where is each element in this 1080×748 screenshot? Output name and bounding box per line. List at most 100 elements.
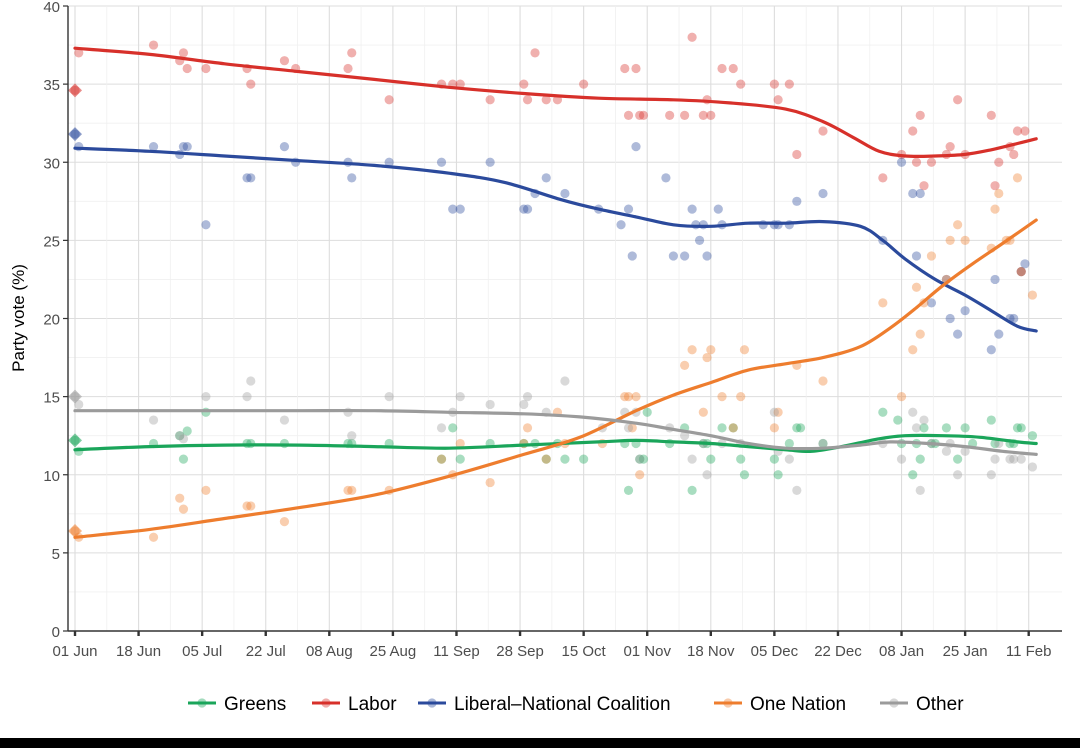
data-point: [792, 423, 802, 433]
data-point: [687, 204, 697, 214]
data-point: [455, 438, 465, 449]
data-point: [792, 149, 802, 160]
data-point: [915, 188, 925, 199]
data-point: [784, 454, 794, 464]
x-tick-label: 08 Jan: [879, 643, 924, 660]
data-point: [953, 470, 963, 480]
legend-item: Greens: [188, 694, 286, 715]
legend-label: One Nation: [750, 694, 846, 715]
data-point: [347, 173, 357, 183]
x-tick-label: 01 Nov: [623, 643, 671, 660]
legend-key-point: [427, 698, 437, 708]
trend-line: [73, 46, 1038, 159]
data-point: [1012, 126, 1023, 136]
start-marker: [68, 524, 82, 538]
data-point: [485, 477, 495, 488]
y-tick-label: 35: [43, 77, 60, 94]
data-point: [698, 407, 708, 417]
data-point: [919, 181, 929, 191]
data-point: [945, 142, 955, 152]
data-point: [680, 251, 690, 261]
data-point: [795, 423, 806, 433]
y-axis-title: Party vote (%): [9, 264, 28, 372]
data-point: [631, 392, 641, 402]
data-point: [702, 251, 712, 261]
data-point: [893, 415, 903, 425]
legend-item: One Nation: [714, 694, 846, 715]
data-point: [623, 485, 634, 495]
data-point: [178, 454, 189, 464]
data-point: [436, 454, 447, 464]
data-point: [623, 204, 634, 214]
data-point: [148, 40, 159, 50]
data-point: [541, 95, 551, 105]
data-point: [347, 431, 357, 441]
data-point: [994, 329, 1004, 339]
data-point: [242, 173, 252, 183]
data-point: [175, 431, 185, 441]
data-point: [579, 454, 589, 464]
data-point: [455, 79, 465, 89]
data-point: [448, 204, 458, 214]
data-point: [519, 79, 529, 89]
x-tick-label: 05 Dec: [751, 643, 799, 660]
data-point: [986, 110, 996, 120]
data-point: [784, 79, 794, 89]
data-point: [541, 454, 551, 464]
data-point: [1009, 454, 1019, 464]
data-point: [911, 423, 922, 433]
data-point: [182, 63, 192, 74]
data-point: [908, 407, 918, 417]
data-point: [182, 142, 192, 152]
data-point: [728, 423, 738, 433]
data-point: [1016, 423, 1026, 433]
data-point: [436, 454, 447, 464]
data-point: [642, 407, 652, 417]
data-point: [960, 446, 970, 456]
x-tick-label: 25 Jan: [943, 643, 988, 660]
data-point: [246, 79, 256, 89]
data-point: [945, 235, 955, 245]
data-point: [485, 157, 495, 167]
data-point: [896, 392, 907, 402]
data-point: [769, 407, 779, 417]
data-point: [638, 454, 649, 464]
data-point: [620, 392, 630, 402]
data-point: [986, 415, 996, 425]
data-point: [994, 157, 1004, 167]
data-point: [926, 157, 937, 167]
data-point: [911, 251, 922, 261]
data-point: [148, 532, 159, 542]
data-point: [384, 95, 394, 105]
trend-line: [73, 408, 1038, 456]
data-point: [706, 454, 716, 464]
data-point: [623, 392, 634, 402]
data-point: [739, 470, 750, 480]
data-point: [792, 196, 802, 206]
data-point: [773, 470, 783, 480]
data-point: [960, 306, 970, 316]
data-point: [717, 423, 727, 433]
data-point: [736, 454, 746, 464]
data-point: [698, 110, 708, 120]
data-point: [436, 423, 447, 433]
data-point: [896, 157, 907, 167]
data-point: [560, 188, 570, 199]
x-tick-label: 11 Sep: [433, 643, 479, 660]
y-tick-label: 10: [43, 468, 60, 485]
data-point: [911, 157, 922, 167]
y-tick-label: 0: [52, 624, 60, 641]
data-point: [485, 399, 495, 410]
trend-line: [73, 218, 1038, 539]
data-point: [736, 79, 746, 89]
data-point: [661, 173, 671, 183]
data-point: [631, 63, 641, 74]
data-point: [773, 407, 783, 417]
data-point: [201, 220, 211, 230]
data-point: [736, 392, 746, 402]
data-point: [579, 79, 589, 89]
data-point: [530, 48, 540, 58]
x-tick-label: 18 Nov: [687, 643, 735, 660]
data-point: [279, 56, 290, 66]
